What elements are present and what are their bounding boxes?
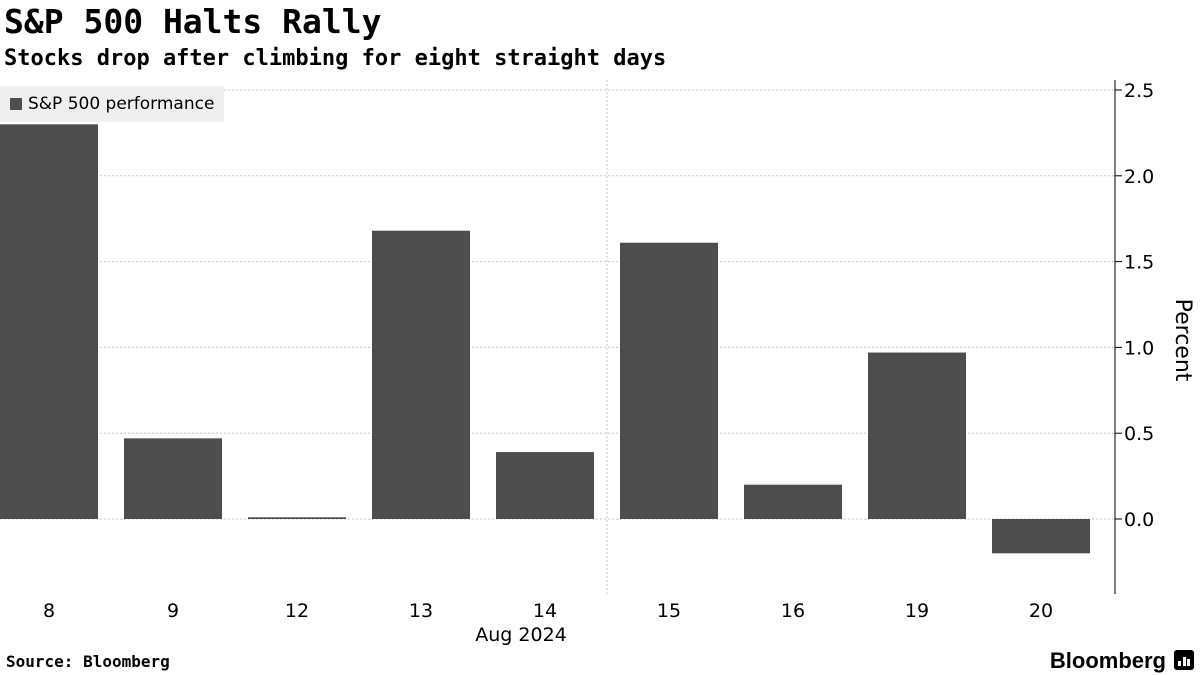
x-tick-label: 16 [781,600,805,622]
bar-8 [0,124,98,519]
bar-19 [868,352,966,519]
bloomberg-terminal-icon [1174,650,1194,670]
x-tick-label: 19 [905,600,929,622]
y-axis-title: Percent [1170,299,1195,382]
y-axis: 0.0 0.5 1.0 1.5 2.0 2.5 Percent [1114,80,1195,594]
x-tick-label: 12 [285,600,309,622]
source-note: Source: Bloomberg [6,652,170,671]
legend-label: S&P 500 performance [28,94,215,114]
brand-name: Bloomberg [1049,648,1166,673]
legend: S&P 500 performance [0,86,225,122]
bar-9 [124,438,222,519]
y-tick-label: 2.5 [1124,80,1154,102]
y-tick-label: 0.5 [1124,423,1154,445]
x-tick-label: 8 [43,600,55,622]
bar-15 [620,242,718,519]
y-tick-label: 1.5 [1124,252,1154,274]
bars [0,124,1090,554]
bar-12 [248,517,346,519]
x-axis-labels: 8 9 12 13 14 15 16 19 20 Aug 2024 [43,600,1053,646]
y-tick-label: 2.0 [1124,166,1154,188]
x-tick-label: 15 [657,600,681,622]
chart-subtitle: Stocks drop after climbing for eight str… [4,46,667,71]
bar-14 [496,452,594,519]
bar-20 [992,519,1090,554]
x-tick-label: 13 [409,600,433,622]
x-axis-group-label: Aug 2024 [475,624,567,646]
legend-swatch [10,98,22,110]
x-tick-label: 9 [167,600,179,622]
x-tick-label: 20 [1029,600,1053,622]
chart-title: S&P 500 Halts Rally [4,2,382,41]
bar-13 [372,230,470,519]
bar-16 [744,484,842,519]
y-tick-label: 0.0 [1124,509,1154,531]
x-tick-label: 14 [533,600,557,622]
y-tick-label: 1.0 [1124,337,1154,359]
